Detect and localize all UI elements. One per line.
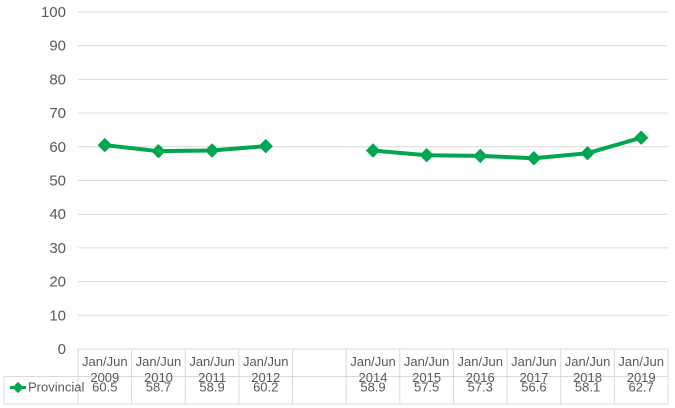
x-tick-label-year: 2009 (90, 370, 119, 385)
y-tick-label: 70 (49, 105, 66, 122)
series-line-segment (102, 143, 268, 154)
data-table-value: 58.1 (575, 380, 600, 395)
y-tick-label: 60 (49, 139, 66, 156)
x-tick-label-period: Jan/Jun (618, 354, 664, 369)
x-tick-label-year: 2016 (466, 370, 495, 385)
x-tick-label-year: 2017 (519, 370, 548, 385)
data-table-value: 56.6 (521, 380, 546, 395)
data-point-marker (419, 148, 434, 163)
data-table: Jan/Jun2009Jan/Jun2010Jan/Jun2011Jan/Jun… (3, 348, 669, 405)
x-tick-label-year: 2015 (412, 370, 441, 385)
x-tick-label-period: Jan/Jun (457, 354, 503, 369)
data-table-value: 62.7 (629, 380, 654, 395)
y-axis: 0 10 20 30 40 50 60 70 80 90 100 (41, 4, 66, 358)
x-tick-label-period: Jan/Jun (404, 354, 450, 369)
y-tick-label: 20 (49, 274, 66, 291)
x-tick-label-period: Jan/Jun (189, 354, 235, 369)
data-point-marker (97, 137, 113, 153)
data-table-value: 58.7 (146, 380, 171, 395)
data-point-marker (580, 145, 595, 161)
data-table-value: 58.9 (199, 380, 224, 395)
y-tick-label: 90 (49, 38, 66, 55)
y-tick-label: 40 (49, 206, 66, 223)
y-tick-label: 50 (49, 173, 66, 190)
x-tick-label-year: 2010 (144, 370, 173, 385)
x-tick-label-period: Jan/Jun (82, 354, 128, 369)
data-table-value: 58.9 (360, 380, 385, 395)
x-tick-label-period: Jan/Jun (511, 354, 557, 369)
data-table-value: 57.5 (414, 380, 439, 395)
y-tick-label: 0 (58, 341, 66, 358)
data-point-marker (473, 148, 488, 164)
data-point-marker (633, 130, 649, 145)
legend-label: Provincial (28, 380, 84, 395)
data-point-marker (204, 143, 220, 158)
x-tick-label-period: Jan/Jun (350, 354, 396, 369)
data-point-marker (151, 143, 166, 159)
legend-marker-key (12, 381, 24, 394)
data-point-marker (526, 151, 542, 166)
x-tick-label-year: 2012 (251, 370, 280, 385)
data-table-value: 57.3 (468, 380, 493, 395)
y-tick-label: 30 (49, 240, 66, 257)
x-tick-label-year: 2019 (627, 370, 656, 385)
y-tick-label: 100 (41, 4, 66, 21)
series-layer (97, 130, 649, 166)
gridlines (78, 11, 668, 316)
x-tick-label-period: Jan/Jun (136, 354, 182, 369)
x-tick-label-period: Jan/Jun (243, 354, 289, 369)
x-tick-label-period: Jan/Jun (565, 354, 611, 369)
data-point-marker (365, 143, 381, 158)
data-point-marker (258, 138, 273, 154)
data-table-value: 60.5 (92, 380, 117, 395)
series-line-segment (371, 135, 644, 161)
x-tick-label-year: 2018 (573, 370, 602, 385)
y-tick-label: 80 (49, 71, 66, 88)
y-tick-label: 10 (49, 307, 66, 324)
x-tick-label-year: 2014 (359, 370, 388, 385)
data-table-value: 60.2 (253, 380, 278, 395)
x-tick-label-year: 2011 (198, 370, 226, 385)
